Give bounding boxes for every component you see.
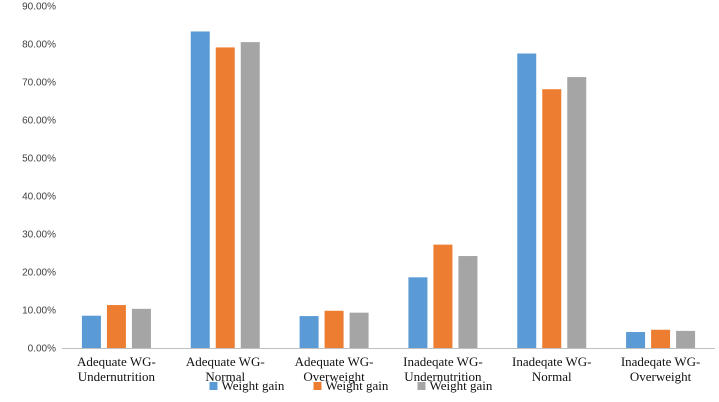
bar [651, 329, 671, 348]
x-category-label: Adequate WG-Undernutrition [77, 354, 156, 384]
x-category-label: Inadeqate WG-Undernutrition [403, 354, 483, 384]
legend-label: Weight gain [430, 378, 493, 393]
bar [349, 312, 369, 348]
bar [626, 332, 646, 348]
y-tick-label: 30.00% [22, 230, 56, 241]
x-axis-category-labels: Adequate WG-Undernutrition Adequate WG-No… [77, 354, 700, 384]
bar [324, 310, 344, 348]
bar [240, 42, 260, 348]
y-tick-label: 70.00% [22, 78, 56, 89]
bar-groups [81, 31, 696, 349]
legend-swatch [313, 382, 322, 390]
x-category-label: Adequate WG-Overweight [295, 354, 374, 384]
bar [517, 53, 537, 348]
bar [106, 305, 126, 348]
legend: Weight gain Weight gain Weight gain [209, 378, 493, 393]
x-category-label: Inadeqate WG-Normal [512, 354, 592, 384]
bar [190, 31, 210, 349]
legend-label: Weight gain [326, 378, 389, 393]
bar [299, 316, 319, 348]
y-tick-label: 10.00% [22, 306, 56, 317]
bar [433, 244, 453, 348]
bar [215, 47, 235, 349]
x-category-label: Adequate WG-Normal [186, 354, 265, 384]
y-tick-label: 50.00% [22, 154, 56, 165]
bar [458, 256, 478, 348]
bar [567, 77, 587, 348]
y-tick-label: 80.00% [22, 40, 56, 51]
y-tick-label: 60.00% [22, 116, 56, 127]
x-category-label: Inadeqate WG-Overweight [621, 354, 701, 384]
bar [542, 89, 562, 348]
bar [676, 330, 696, 348]
legend-label: Weight gain [222, 378, 285, 393]
y-tick-label: 90.00% [22, 2, 56, 13]
y-tick-label: 40.00% [22, 192, 56, 203]
legend-swatch [209, 382, 218, 390]
legend-swatch [417, 382, 426, 390]
y-axis-tick-labels: 0.00% 10.00% 20.00% 30.00% 40.00% 50.00% 60.00… [22, 2, 56, 355]
bar [131, 308, 151, 348]
y-tick-label: 0.00% [28, 344, 56, 355]
y-tick-label: 20.00% [22, 268, 56, 279]
bar [81, 315, 101, 348]
bar [408, 277, 428, 348]
